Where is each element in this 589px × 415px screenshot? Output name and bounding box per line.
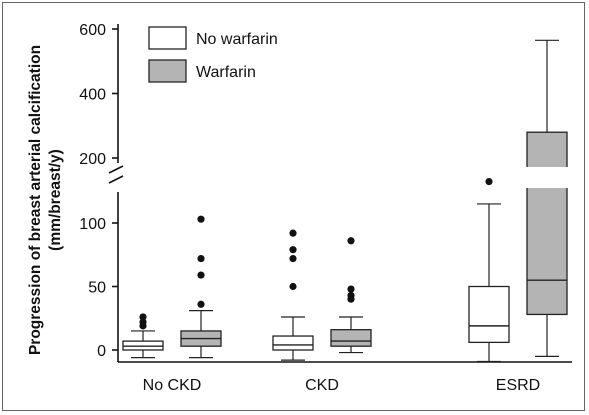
outlier-no-ckd-no-warfarin-2 bbox=[139, 313, 147, 321]
y-tick-label-200: 200 bbox=[79, 151, 106, 168]
legend: No warfarin Warfarin bbox=[148, 26, 278, 83]
box-esrd-warfarin bbox=[526, 131, 568, 316]
x-category-label-ckd: CKD bbox=[305, 377, 339, 394]
box-ckd-warfarin bbox=[330, 329, 372, 347]
outlier-no-ckd-warfarin-3 bbox=[197, 215, 205, 223]
plot-area: 0 50 100 200 400 600 No CKD CKD ESRD bbox=[79, 22, 572, 394]
y-tick-label-400: 400 bbox=[79, 87, 106, 104]
y-tick-label-0: 0 bbox=[97, 343, 106, 360]
box-esrd-no-warfarin bbox=[468, 285, 510, 344]
y-axis-title-line-2: (mm/breast/y) bbox=[47, 149, 64, 251]
y-tick-label-100: 100 bbox=[79, 216, 106, 233]
outlier-no-ckd-no-warfarin-1 bbox=[139, 318, 147, 326]
outlier-no-ckd-warfarin-0 bbox=[197, 300, 205, 308]
outlier-ckd-warfarin-3 bbox=[347, 237, 355, 245]
box-ckd-no-warfarin bbox=[272, 335, 314, 351]
outlier-ckd-no-warfarin-2 bbox=[289, 246, 297, 254]
outlier-ckd-no-warfarin-0 bbox=[289, 282, 297, 291]
axis-break-mark-upper bbox=[108, 165, 124, 174]
axis-break-mark-lower bbox=[108, 175, 124, 184]
outlier-ckd-no-warfarin-1 bbox=[289, 254, 297, 263]
legend-swatch-no-warfarin bbox=[148, 26, 187, 50]
x-category-label-esrd: ESRD bbox=[496, 377, 540, 394]
y-axis-title-line-1: Progression of breast arterial calcifica… bbox=[27, 45, 44, 355]
legend-label-no-warfarin: No warfarin bbox=[196, 31, 278, 48]
outlier-ckd-no-warfarin-3 bbox=[289, 229, 297, 237]
y-tick-label-600: 600 bbox=[79, 22, 106, 39]
outlier-esrd-no-warfarin-0 bbox=[485, 177, 493, 186]
box-break-gap-esrd-warfarin bbox=[525, 167, 569, 188]
x-category-label-no-ckd: No CKD bbox=[143, 377, 202, 394]
legend-swatch-warfarin bbox=[148, 59, 187, 83]
legend-label-warfarin: Warfarin bbox=[196, 64, 256, 81]
outlier-no-ckd-warfarin-1 bbox=[197, 271, 205, 279]
outlier-no-ckd-warfarin-2 bbox=[197, 254, 205, 263]
outlier-ckd-warfarin-2 bbox=[347, 285, 355, 293]
outlier-ckd-warfarin-1 bbox=[347, 291, 355, 299]
y-tick-label-50: 50 bbox=[88, 280, 106, 297]
